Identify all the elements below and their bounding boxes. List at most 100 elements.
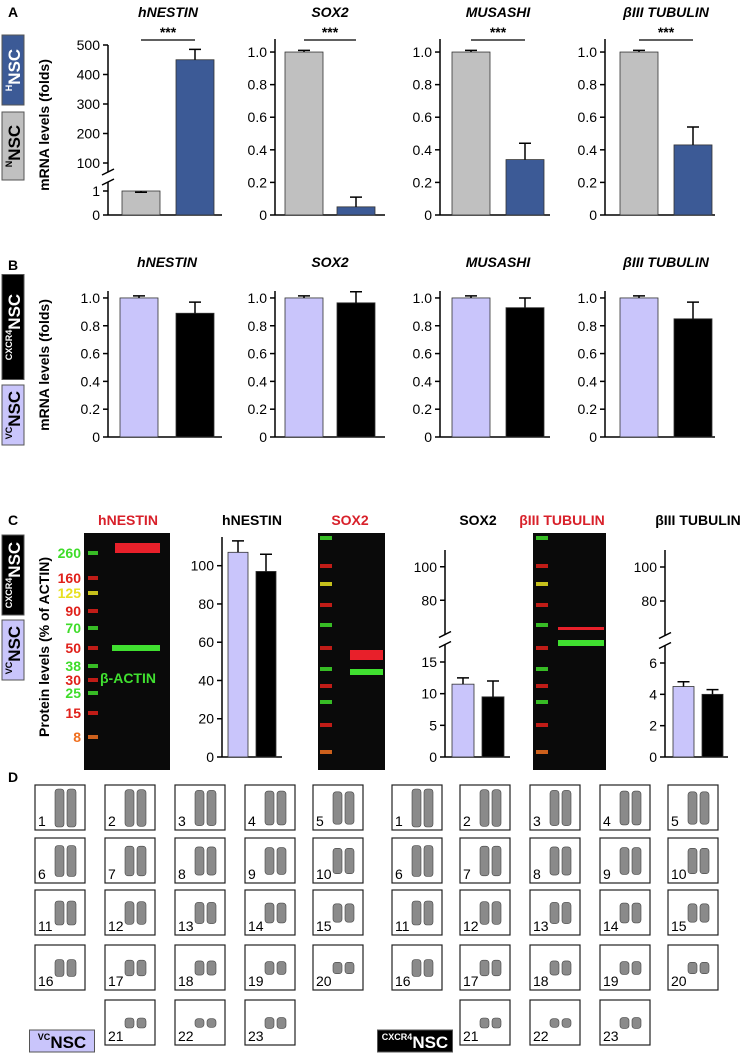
chromosome-box [244,837,296,884]
y-tick-label: 0 [589,207,597,223]
chromosome-number: 14 [603,918,619,934]
chromosome-number: 22 [178,1028,194,1044]
blot-image [84,533,170,770]
chromosome [344,847,355,874]
legend-label: VCNSC [4,626,24,674]
ladder-label: 30 [65,672,81,688]
chromosome-number: 2 [108,813,116,829]
chromosome [124,1017,135,1029]
chromosome [619,790,630,826]
chromosome [549,790,560,826]
error-bar [135,191,147,193]
legend-item: VCNSC [1,619,25,681]
legend-sup: VC [4,661,14,674]
ladder-band [536,582,548,586]
ladder-band [88,678,98,682]
chromosome [344,903,355,923]
chromosome [631,790,642,826]
error-bar [487,680,499,697]
chromosome-number: 13 [533,918,549,934]
western-blot: βIII TUBULIN [519,512,606,770]
chromosome [66,845,77,877]
y-tick-label: 1.0 [578,290,598,306]
ladder-label: 260 [58,545,82,561]
ladder-band [320,623,332,627]
y-tick-label: 0.4 [578,373,598,389]
error-bar [687,301,699,319]
legend-swatch [377,1029,453,1053]
chromosome-number: 6 [38,866,46,882]
chromosome [549,846,560,876]
chromosome [332,847,343,874]
chromosome-number: 21 [463,1028,479,1044]
y-tick-label: 0.2 [248,174,268,190]
y-tick-label: 20 [198,711,214,727]
y-tick-label: 100 [634,559,658,575]
ladder-band [536,536,548,540]
legend-text: NSC [5,626,24,662]
ladder-label: 125 [58,585,82,601]
ladder-band [88,691,98,695]
bar [451,683,475,758]
chromosome [276,847,287,875]
error-bar [457,677,469,685]
y-tick-label: 10 [421,686,437,702]
blot-title: hNESTIN [98,512,158,528]
blot-title: SOX2 [331,512,369,528]
chart-title: SOX2 [311,4,349,20]
bar [175,59,215,216]
chromosome-number: 13 [178,918,194,934]
ladder-band [88,591,98,595]
chromosome-number: 15 [671,918,687,934]
axis-break [658,641,672,650]
protein-band [350,650,383,660]
y-tick-label: 80 [198,596,214,612]
chromosome [479,1017,490,1029]
y-tick-label: 0.4 [81,373,101,389]
legend-text: NSC [50,1033,86,1052]
legend-swatch [1,619,25,681]
chromosome [124,959,135,977]
y-tick-label: 0 [92,429,100,445]
chromosome [276,790,287,826]
y-tick-label: 0 [424,429,432,445]
chromosome-number: 23 [248,1028,264,1044]
ladder-label: 90 [65,603,81,619]
error-bar [687,126,699,145]
y-tick-label: 100 [191,558,215,574]
legend-label: CXCR4NSC [4,294,24,360]
ladder-band [536,723,548,727]
chromosome-number: 12 [108,918,124,934]
legend-sup: N [4,161,14,168]
chromosome [699,847,710,874]
y-tick-label: 0.4 [248,142,268,158]
bar [255,571,277,758]
chromosome-number: 21 [108,1028,124,1044]
chromosome [194,1018,205,1028]
axis-break [658,631,672,640]
y-axis-label: mRNA levels (folds) [36,299,52,431]
bar-chart: SOX2 0 0.2 0.4 0.6 0.8 1.0 [248,254,385,445]
bar-chart: hNESTIN 0 0.2 0.4 0.6 0.8 1.0 [81,254,222,445]
legend-item: VCNSC [1,384,25,446]
y-tick-label: 0.6 [413,109,433,125]
chart-title: βIII TUBULIN [655,512,741,528]
y-tick-label: 0.4 [248,373,268,389]
chromosome-number: 1 [38,813,46,829]
error-bar [189,301,201,314]
bar-chart: SOX2 0 5 10 15 80 100 [414,512,510,765]
ladder-label: 25 [65,685,81,701]
y-tick-label: 0.6 [248,346,268,362]
bar [119,297,159,438]
chromosome-number: 19 [248,973,264,989]
chromosome [411,900,422,926]
chromosome [619,961,630,975]
blot-image [533,533,606,770]
bar [672,686,695,758]
y-tick-label: 1.0 [81,290,101,306]
chromosome [561,902,572,924]
ladder-band [536,603,548,607]
ladder-band [320,684,332,688]
legend-text: NSC [5,542,24,578]
chromosome [124,901,135,925]
